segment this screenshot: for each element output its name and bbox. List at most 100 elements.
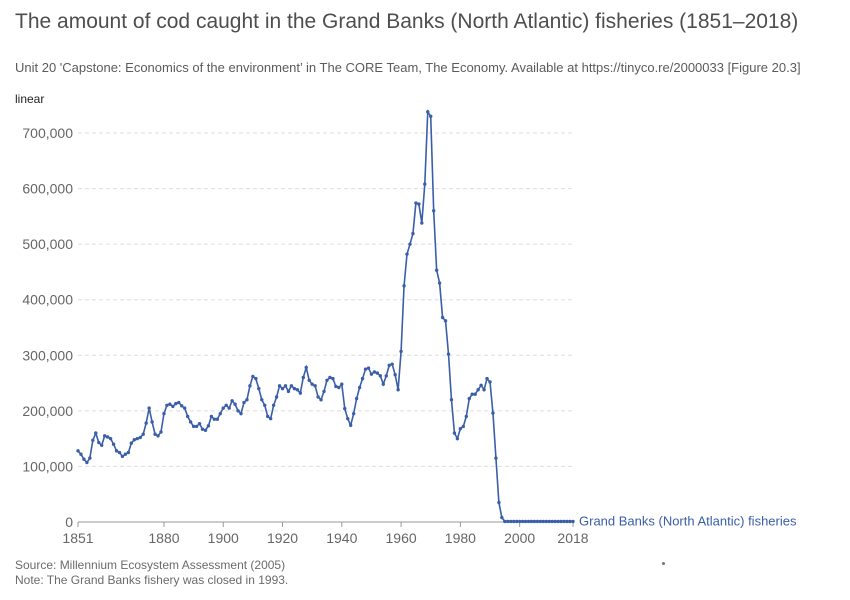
data-point[interactable] (449, 398, 454, 402)
data-point[interactable] (467, 396, 471, 401)
data-point[interactable] (120, 454, 125, 459)
data-point[interactable] (565, 519, 569, 524)
data-point[interactable] (464, 414, 468, 419)
data-point[interactable] (420, 221, 424, 225)
data-point[interactable] (132, 438, 137, 442)
data-point[interactable] (452, 431, 457, 435)
data-point[interactable] (135, 436, 139, 441)
data-point[interactable] (509, 519, 513, 524)
data-point[interactable] (526, 519, 531, 524)
data-point[interactable] (440, 315, 445, 320)
data-point[interactable] (177, 400, 181, 405)
data-point[interactable] (180, 404, 184, 408)
data-point[interactable] (310, 382, 314, 386)
data-point[interactable] (82, 457, 86, 461)
data-point[interactable] (363, 367, 368, 371)
data-point[interactable] (547, 519, 551, 524)
data-point[interactable] (512, 519, 516, 524)
data-point[interactable] (354, 396, 359, 401)
data-point[interactable] (147, 406, 151, 410)
data-point[interactable] (263, 403, 267, 407)
data-point[interactable] (218, 411, 222, 416)
data-point[interactable] (538, 519, 543, 524)
data-point[interactable] (325, 378, 329, 382)
data-point[interactable] (227, 406, 231, 410)
data-point[interactable] (402, 284, 406, 288)
data-point[interactable] (117, 450, 122, 455)
data-point[interactable] (76, 449, 80, 453)
data-point[interactable] (111, 442, 116, 446)
data-point[interactable] (375, 371, 380, 375)
data-point[interactable] (476, 388, 480, 392)
data-point[interactable] (150, 420, 154, 424)
data-point[interactable] (212, 417, 217, 421)
data-point[interactable] (426, 110, 430, 114)
data-point[interactable] (188, 420, 193, 424)
data-point[interactable] (266, 414, 270, 419)
data-point[interactable] (215, 417, 220, 421)
data-point[interactable] (94, 431, 98, 435)
data-point[interactable] (366, 366, 371, 370)
data-point[interactable] (331, 376, 335, 381)
data-point[interactable] (319, 398, 323, 402)
data-point[interactable] (194, 424, 199, 429)
data-point[interactable] (126, 450, 131, 455)
data-point[interactable] (488, 380, 492, 384)
data-point[interactable] (174, 401, 178, 406)
data-point[interactable] (408, 242, 412, 246)
data-point[interactable] (340, 382, 344, 386)
data-point[interactable] (381, 382, 385, 386)
data-point[interactable] (221, 406, 225, 410)
data-point[interactable] (316, 395, 320, 399)
data-point[interactable] (396, 388, 400, 392)
data-point[interactable] (523, 519, 528, 524)
data-point[interactable] (298, 391, 303, 395)
data-point[interactable] (556, 519, 560, 524)
data-point[interactable] (100, 443, 104, 448)
data-point[interactable] (399, 349, 403, 354)
data-point[interactable] (153, 432, 157, 436)
data-point[interactable] (351, 411, 356, 416)
data-point[interactable] (236, 409, 240, 413)
data-point[interactable] (497, 500, 501, 505)
data-point[interactable] (105, 435, 110, 439)
data-point[interactable] (206, 424, 211, 428)
data-point[interactable] (405, 252, 409, 256)
data-point[interactable] (346, 416, 350, 421)
data-point[interactable] (431, 209, 436, 213)
data-point[interactable] (328, 375, 332, 380)
data-point[interactable] (271, 403, 276, 407)
data-point[interactable] (470, 392, 474, 396)
data-point[interactable] (295, 388, 300, 392)
data-point[interactable] (209, 414, 214, 419)
data-point[interactable] (414, 201, 418, 205)
data-point[interactable] (473, 392, 477, 396)
data-point[interactable] (506, 519, 510, 524)
data-point[interactable] (242, 400, 246, 405)
data-point[interactable] (562, 519, 566, 524)
data-point[interactable] (393, 373, 397, 377)
data-point[interactable] (568, 519, 572, 524)
data-point[interactable] (254, 376, 258, 381)
data-point[interactable] (85, 460, 89, 465)
data-point[interactable] (114, 449, 119, 453)
data-point[interactable] (301, 375, 305, 380)
data-point[interactable] (159, 430, 163, 434)
data-point[interactable] (390, 362, 394, 366)
data-point[interactable] (183, 406, 187, 410)
data-point[interactable] (245, 398, 249, 402)
data-point[interactable] (260, 398, 264, 402)
data-point[interactable] (322, 389, 326, 394)
data-point[interactable] (239, 411, 243, 416)
data-point[interactable] (257, 386, 261, 391)
data-point[interactable] (203, 428, 208, 433)
data-point[interactable] (129, 441, 134, 445)
data-point[interactable] (343, 406, 347, 411)
data-point[interactable] (411, 231, 415, 236)
data-point[interactable] (248, 384, 252, 388)
data-point[interactable] (553, 519, 557, 524)
scale-label[interactable]: linear (15, 92, 45, 106)
data-point[interactable] (185, 414, 190, 419)
data-point[interactable] (503, 519, 507, 524)
data-point[interactable] (97, 440, 101, 445)
